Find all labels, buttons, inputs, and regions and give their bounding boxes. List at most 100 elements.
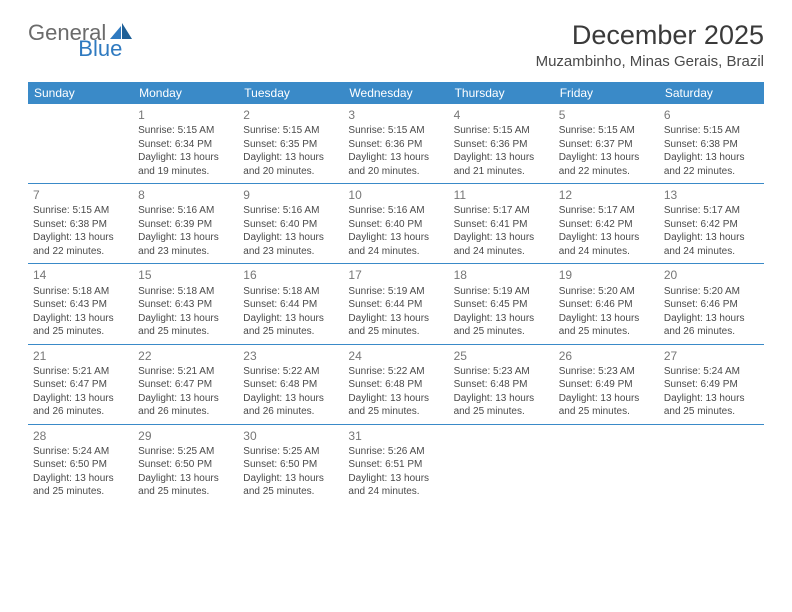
day-number: 8 — [138, 187, 233, 203]
day-cell: 13Sunrise: 5:17 AMSunset: 6:42 PMDayligh… — [659, 184, 764, 263]
day-number: 19 — [559, 267, 654, 283]
sunset-line: Sunset: 6:46 PM — [664, 298, 759, 312]
calendar-grid: SundayMondayTuesdayWednesdayThursdayFrid… — [28, 82, 764, 504]
daylight-line: Daylight: 13 hours and 25 minutes. — [454, 392, 549, 419]
sunset-line: Sunset: 6:44 PM — [243, 298, 338, 312]
sunset-line: Sunset: 6:35 PM — [243, 138, 338, 152]
day-cell: 29Sunrise: 5:25 AMSunset: 6:50 PMDayligh… — [133, 425, 238, 504]
day-cell: 2Sunrise: 5:15 AMSunset: 6:35 PMDaylight… — [238, 104, 343, 183]
sunrise-line: Sunrise: 5:15 AM — [664, 124, 759, 138]
sunrise-line: Sunrise: 5:22 AM — [348, 365, 443, 379]
day-cell: 16Sunrise: 5:18 AMSunset: 6:44 PMDayligh… — [238, 264, 343, 343]
title-block: December 2025 Muzambinho, Minas Gerais, … — [536, 20, 764, 70]
daylight-line: Daylight: 13 hours and 26 minutes. — [33, 392, 128, 419]
day-cell: 10Sunrise: 5:16 AMSunset: 6:40 PMDayligh… — [343, 184, 448, 263]
day-number: 12 — [559, 187, 654, 203]
day-cell: 9Sunrise: 5:16 AMSunset: 6:40 PMDaylight… — [238, 184, 343, 263]
day-cell: 1Sunrise: 5:15 AMSunset: 6:34 PMDaylight… — [133, 104, 238, 183]
day-cell: 15Sunrise: 5:18 AMSunset: 6:43 PMDayligh… — [133, 264, 238, 343]
weeks-container: 1Sunrise: 5:15 AMSunset: 6:34 PMDaylight… — [28, 104, 764, 504]
day-number: 5 — [559, 107, 654, 123]
logo-text-blue: Blue — [78, 36, 122, 62]
sunrise-line: Sunrise: 5:16 AM — [348, 204, 443, 218]
page-header: General Blue December 2025 Muzambinho, M… — [28, 20, 764, 70]
sunset-line: Sunset: 6:45 PM — [454, 298, 549, 312]
day-number: 22 — [138, 348, 233, 364]
day-cell — [449, 425, 554, 504]
day-cell: 7Sunrise: 5:15 AMSunset: 6:38 PMDaylight… — [28, 184, 133, 263]
week-row: 14Sunrise: 5:18 AMSunset: 6:43 PMDayligh… — [28, 264, 764, 344]
day-number: 17 — [348, 267, 443, 283]
week-row: 28Sunrise: 5:24 AMSunset: 6:50 PMDayligh… — [28, 425, 764, 504]
sunrise-line: Sunrise: 5:16 AM — [243, 204, 338, 218]
day-number: 20 — [664, 267, 759, 283]
weekday-header: Monday — [133, 82, 238, 104]
daylight-line: Daylight: 13 hours and 23 minutes. — [138, 231, 233, 258]
day-cell: 12Sunrise: 5:17 AMSunset: 6:42 PMDayligh… — [554, 184, 659, 263]
day-cell: 30Sunrise: 5:25 AMSunset: 6:50 PMDayligh… — [238, 425, 343, 504]
sunrise-line: Sunrise: 5:24 AM — [664, 365, 759, 379]
sunset-line: Sunset: 6:41 PM — [454, 218, 549, 232]
sunrise-line: Sunrise: 5:17 AM — [454, 204, 549, 218]
sunset-line: Sunset: 6:47 PM — [33, 378, 128, 392]
sunset-line: Sunset: 6:36 PM — [454, 138, 549, 152]
day-cell: 25Sunrise: 5:23 AMSunset: 6:48 PMDayligh… — [449, 345, 554, 424]
day-cell: 3Sunrise: 5:15 AMSunset: 6:36 PMDaylight… — [343, 104, 448, 183]
day-cell: 18Sunrise: 5:19 AMSunset: 6:45 PMDayligh… — [449, 264, 554, 343]
day-cell: 6Sunrise: 5:15 AMSunset: 6:38 PMDaylight… — [659, 104, 764, 183]
sunset-line: Sunset: 6:51 PM — [348, 458, 443, 472]
day-cell: 5Sunrise: 5:15 AMSunset: 6:37 PMDaylight… — [554, 104, 659, 183]
daylight-line: Daylight: 13 hours and 19 minutes. — [138, 151, 233, 178]
day-cell: 17Sunrise: 5:19 AMSunset: 6:44 PMDayligh… — [343, 264, 448, 343]
logo: General Blue — [28, 20, 180, 46]
sunrise-line: Sunrise: 5:20 AM — [559, 285, 654, 299]
day-cell: 28Sunrise: 5:24 AMSunset: 6:50 PMDayligh… — [28, 425, 133, 504]
daylight-line: Daylight: 13 hours and 26 minutes. — [138, 392, 233, 419]
calendar-page: General Blue December 2025 Muzambinho, M… — [0, 0, 792, 524]
month-title: December 2025 — [536, 20, 764, 51]
daylight-line: Daylight: 13 hours and 25 minutes. — [559, 392, 654, 419]
sunrise-line: Sunrise: 5:15 AM — [33, 204, 128, 218]
daylight-line: Daylight: 13 hours and 24 minutes. — [559, 231, 654, 258]
daylight-line: Daylight: 13 hours and 25 minutes. — [348, 392, 443, 419]
sunrise-line: Sunrise: 5:16 AM — [138, 204, 233, 218]
sunrise-line: Sunrise: 5:24 AM — [33, 445, 128, 459]
sunrise-line: Sunrise: 5:18 AM — [243, 285, 338, 299]
sunrise-line: Sunrise: 5:23 AM — [454, 365, 549, 379]
day-number: 21 — [33, 348, 128, 364]
week-row: 7Sunrise: 5:15 AMSunset: 6:38 PMDaylight… — [28, 184, 764, 264]
sunset-line: Sunset: 6:38 PM — [664, 138, 759, 152]
daylight-line: Daylight: 13 hours and 26 minutes. — [243, 392, 338, 419]
day-number: 24 — [348, 348, 443, 364]
sunset-line: Sunset: 6:36 PM — [348, 138, 443, 152]
day-number: 25 — [454, 348, 549, 364]
daylight-line: Daylight: 13 hours and 25 minutes. — [348, 312, 443, 339]
sunrise-line: Sunrise: 5:22 AM — [243, 365, 338, 379]
sunset-line: Sunset: 6:40 PM — [348, 218, 443, 232]
sunset-line: Sunset: 6:39 PM — [138, 218, 233, 232]
weekday-header: Friday — [554, 82, 659, 104]
sunrise-line: Sunrise: 5:19 AM — [348, 285, 443, 299]
sunset-line: Sunset: 6:48 PM — [454, 378, 549, 392]
day-number: 4 — [454, 107, 549, 123]
sunrise-line: Sunrise: 5:21 AM — [138, 365, 233, 379]
daylight-line: Daylight: 13 hours and 21 minutes. — [454, 151, 549, 178]
day-cell — [554, 425, 659, 504]
weekday-header: Saturday — [659, 82, 764, 104]
daylight-line: Daylight: 13 hours and 20 minutes. — [243, 151, 338, 178]
day-cell: 27Sunrise: 5:24 AMSunset: 6:49 PMDayligh… — [659, 345, 764, 424]
day-number: 1 — [138, 107, 233, 123]
daylight-line: Daylight: 13 hours and 26 minutes. — [664, 312, 759, 339]
week-row: 1Sunrise: 5:15 AMSunset: 6:34 PMDaylight… — [28, 104, 764, 184]
sunrise-line: Sunrise: 5:15 AM — [454, 124, 549, 138]
sunrise-line: Sunrise: 5:20 AM — [664, 285, 759, 299]
sunrise-line: Sunrise: 5:25 AM — [138, 445, 233, 459]
daylight-line: Daylight: 13 hours and 25 minutes. — [33, 472, 128, 499]
day-number: 2 — [243, 107, 338, 123]
daylight-line: Daylight: 13 hours and 25 minutes. — [243, 472, 338, 499]
sunset-line: Sunset: 6:42 PM — [559, 218, 654, 232]
sunset-line: Sunset: 6:37 PM — [559, 138, 654, 152]
day-number: 10 — [348, 187, 443, 203]
sunrise-line: Sunrise: 5:23 AM — [559, 365, 654, 379]
sunrise-line: Sunrise: 5:17 AM — [559, 204, 654, 218]
